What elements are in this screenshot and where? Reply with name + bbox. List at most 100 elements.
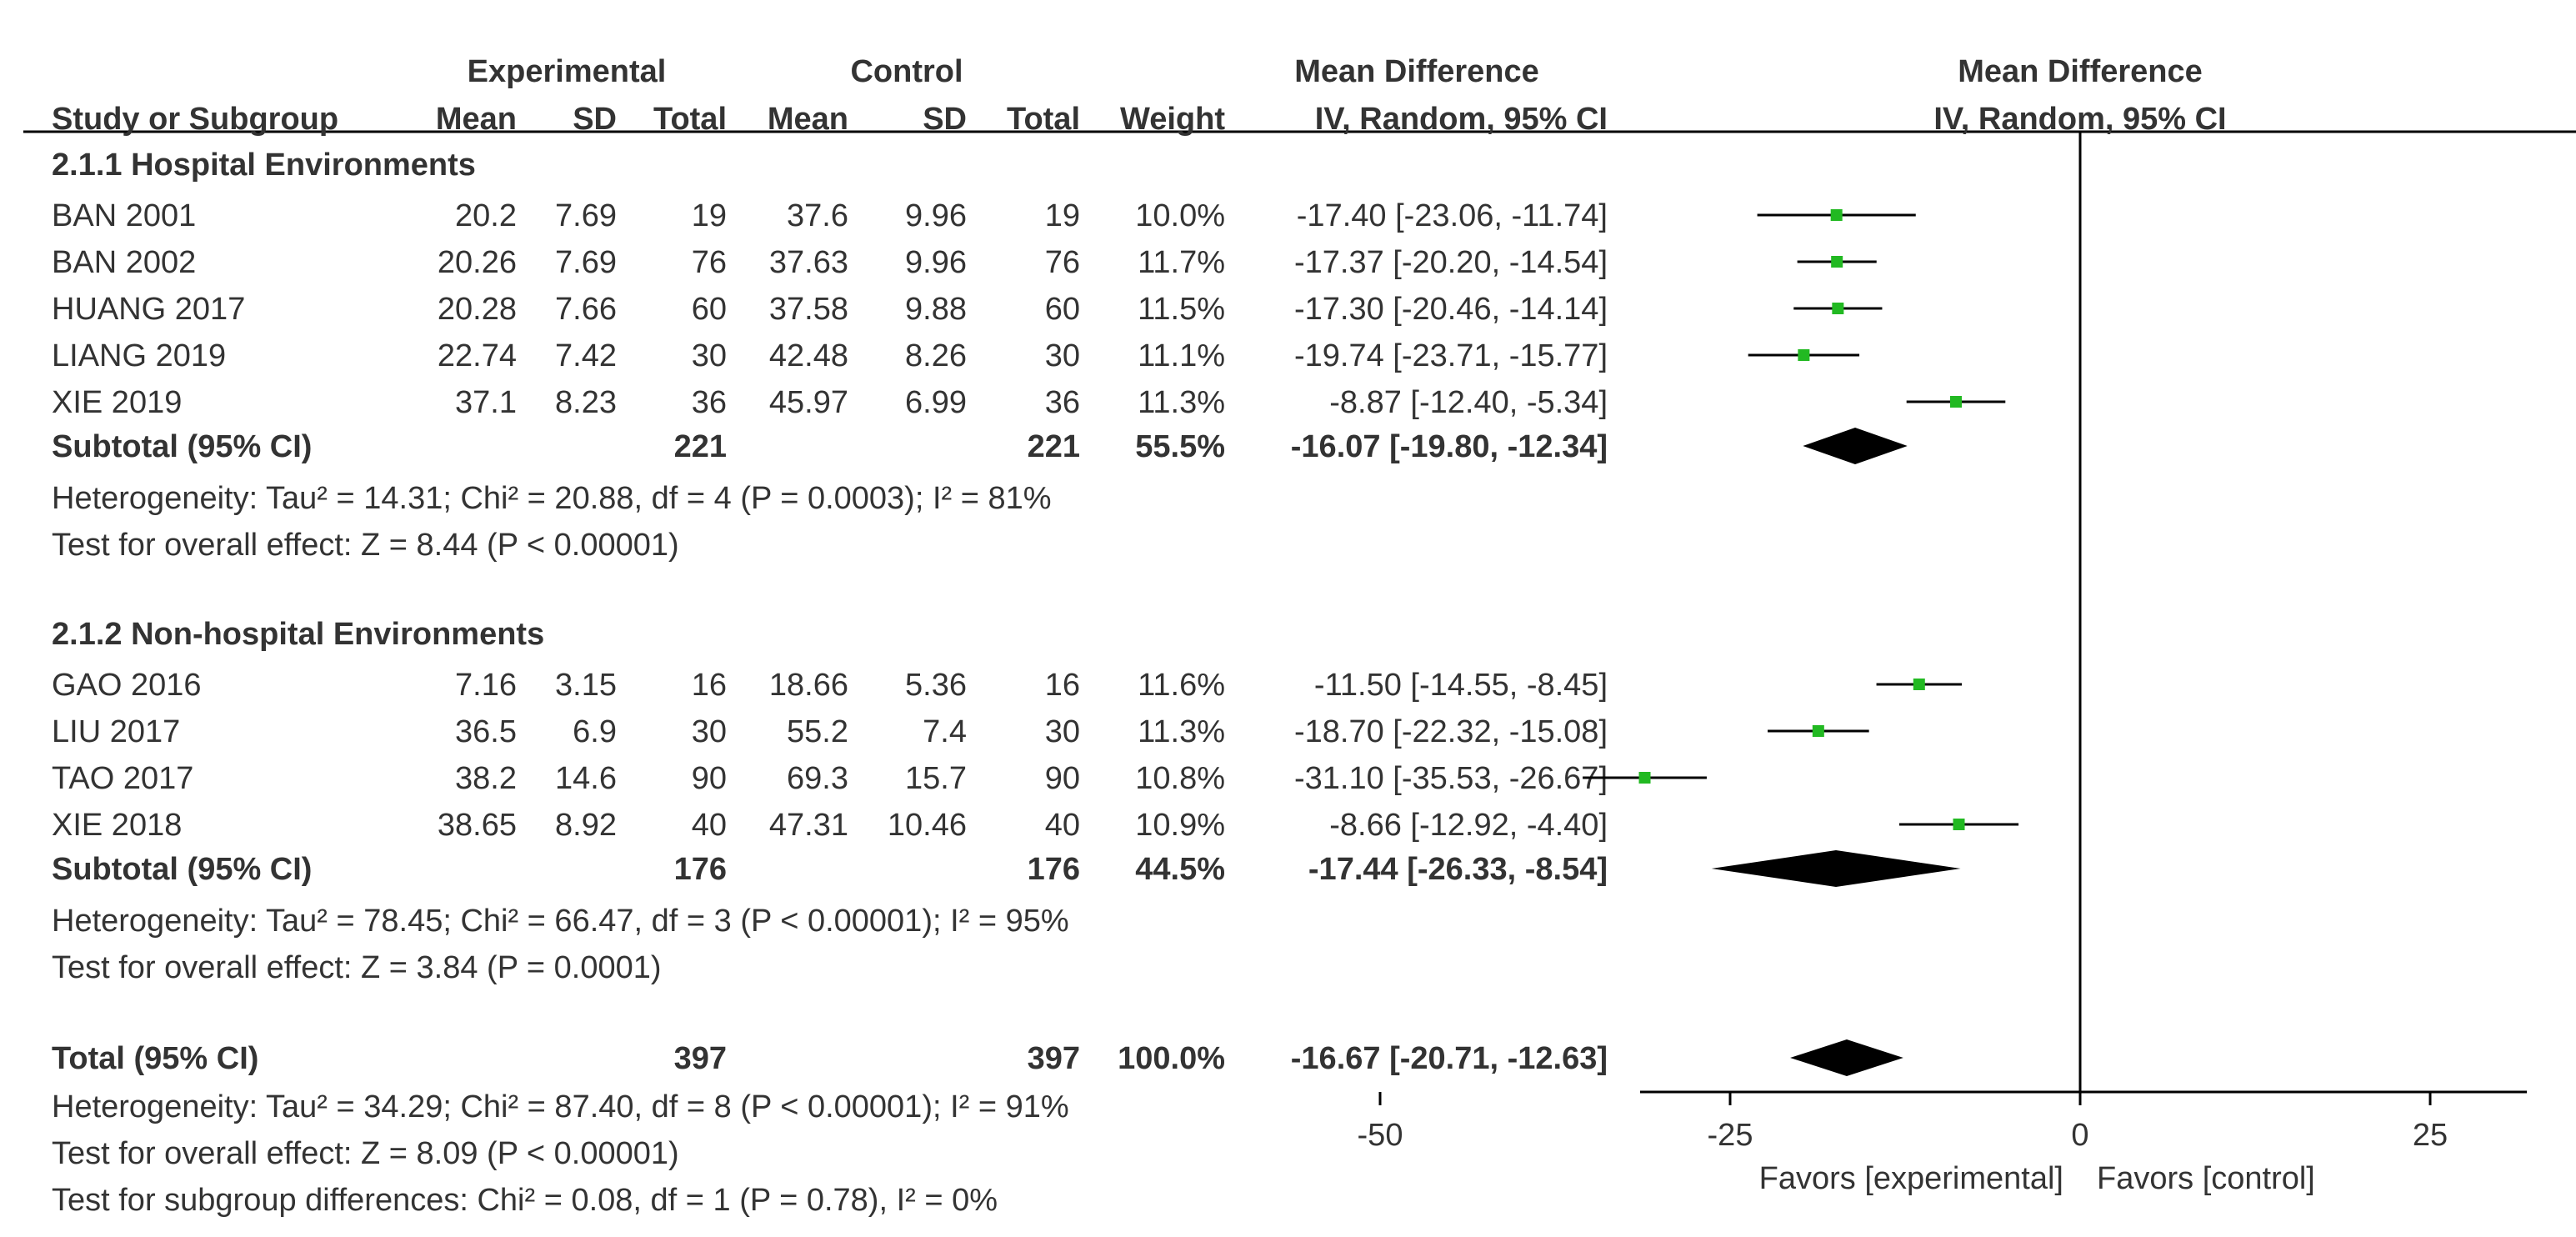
subgroup-differences: Test for subgroup differences: Chi² = 0.…	[52, 1183, 998, 1218]
header-sd-c: SD	[923, 102, 967, 137]
ctrl-total: 40	[1045, 808, 1080, 843]
x-tick-label: 0	[2071, 1118, 2088, 1153]
x-tick-label: -50	[1358, 1118, 1403, 1153]
effect-square	[1812, 725, 1824, 737]
subgroup-1-subtotal-label: Subtotal (95% CI)	[52, 429, 312, 464]
study-weight: 11.3%	[1138, 714, 1225, 749]
exp-sd: 7.66	[555, 292, 617, 327]
exp-mean: 37.1	[455, 385, 517, 420]
ctrl-sd: 7.4	[923, 714, 967, 749]
subgroup-1-subtotal-weight: 55.5%	[1135, 429, 1225, 464]
study-weight: 10.8%	[1135, 761, 1225, 796]
ctrl-mean: 37.63	[769, 245, 848, 280]
exp-mean: 20.28	[438, 292, 517, 327]
subgroup-2-subtotal-diamond	[1711, 850, 1961, 887]
subgroup-2-overall: Test for overall effect: Z = 3.84 (P = 0…	[52, 950, 662, 985]
header-mean-c: Mean	[768, 102, 848, 137]
exp-sd: 7.69	[555, 198, 617, 233]
header-experimental: Experimental	[468, 54, 667, 89]
exp-total: 90	[692, 761, 727, 796]
total-weight: 100.0%	[1118, 1041, 1225, 1076]
header-control: Control	[850, 54, 963, 89]
ctrl-total: 16	[1045, 668, 1080, 703]
study-ci: -18.70 [-22.32, -15.08]	[1294, 714, 1608, 749]
total-ci: -16.67 [-20.71, -12.63]	[1291, 1041, 1608, 1076]
ctrl-mean: 42.48	[769, 338, 848, 373]
study-weight: 11.6%	[1138, 668, 1225, 703]
exp-sd: 6.9	[573, 714, 617, 749]
study-name: XIE 2019	[52, 385, 182, 420]
exp-total: 19	[692, 198, 727, 233]
study-name: TAO 2017	[52, 761, 193, 796]
study-name: LIANG 2019	[52, 338, 226, 373]
ctrl-mean: 37.58	[769, 292, 848, 327]
exp-total: 30	[692, 338, 727, 373]
exp-total: 16	[692, 668, 727, 703]
header-total-e: Total	[653, 102, 727, 137]
ctrl-sd: 9.88	[905, 292, 967, 327]
ctrl-mean: 69.3	[787, 761, 848, 796]
study-ci: -31.10 [-35.53, -26.67]	[1294, 761, 1608, 796]
ctrl-sd: 10.46	[888, 808, 967, 843]
exp-mean: 38.65	[438, 808, 517, 843]
exp-sd: 7.69	[555, 245, 617, 280]
ctrl-total: 30	[1045, 338, 1080, 373]
subgroup-2-subtotal-weight: 44.5%	[1135, 852, 1225, 887]
effect-square	[1913, 679, 1925, 690]
exp-sd: 3.15	[555, 668, 617, 703]
total-overall: Test for overall effect: Z = 8.09 (P < 0…	[52, 1136, 679, 1171]
ctrl-mean: 45.97	[769, 385, 848, 420]
exp-total: 40	[692, 808, 727, 843]
study-weight: 11.7%	[1138, 245, 1225, 280]
ctrl-mean: 47.31	[769, 808, 848, 843]
study-weight: 11.3%	[1138, 385, 1225, 420]
ctrl-total: 19	[1045, 198, 1080, 233]
exp-sd: 14.6	[555, 761, 617, 796]
study-name: LIU 2017	[52, 714, 180, 749]
study-weight: 11.1%	[1138, 338, 1225, 373]
ctrl-total: 30	[1045, 714, 1080, 749]
ctrl-sd: 6.99	[905, 385, 967, 420]
study-ci: -17.30 [-20.46, -14.14]	[1294, 292, 1608, 327]
ctrl-mean: 18.66	[769, 668, 848, 703]
exp-total: 76	[692, 245, 727, 280]
x-tick-label: -25	[1708, 1118, 1753, 1153]
study-name: BAN 2001	[52, 198, 196, 233]
study-ci: -8.87 [-12.40, -5.34]	[1329, 385, 1608, 420]
subgroup-2-heterogeneity: Heterogeneity: Tau² = 78.45; Chi² = 66.4…	[52, 904, 1069, 939]
ctrl-total: 60	[1045, 292, 1080, 327]
ctrl-mean: 55.2	[787, 714, 848, 749]
study-name: XIE 2018	[52, 808, 182, 843]
header-study: Study or Subgroup	[52, 102, 338, 137]
study-name: HUANG 2017	[52, 292, 245, 327]
subgroup-2-subtotal-exp-total: 176	[674, 852, 727, 887]
header-md-method: IV, Random, 95% CI	[1315, 102, 1608, 137]
study-ci: -19.74 [-23.71, -15.77]	[1294, 338, 1608, 373]
exp-total: 30	[692, 714, 727, 749]
subgroup-1-title: 2.1.1 Hospital Environments	[52, 148, 476, 183]
header-weight: Weight	[1120, 102, 1225, 137]
ctrl-sd: 9.96	[905, 198, 967, 233]
favors-control: Favors [control]	[2097, 1161, 2315, 1196]
ctrl-sd: 8.26	[905, 338, 967, 373]
exp-mean: 22.74	[438, 338, 517, 373]
study-ci: -17.40 [-23.06, -11.74]	[1297, 198, 1608, 233]
exp-mean: 20.26	[438, 245, 517, 280]
exp-sd: 7.42	[555, 338, 617, 373]
study-ci: -17.37 [-20.20, -14.54]	[1294, 245, 1608, 280]
subgroup-2-title: 2.1.2 Non-hospital Environments	[52, 617, 544, 652]
ctrl-sd: 5.36	[905, 668, 967, 703]
header-plot-title: Mean Difference	[1958, 54, 2203, 89]
header-md-title: Mean Difference	[1294, 54, 1539, 89]
favors-experimental: Favors [experimental]	[1759, 1161, 2063, 1196]
ctrl-sd: 15.7	[905, 761, 967, 796]
total-heterogeneity: Heterogeneity: Tau² = 34.29; Chi² = 87.4…	[52, 1089, 1069, 1124]
ctrl-total: 36	[1045, 385, 1080, 420]
study-weight: 10.9%	[1135, 808, 1225, 843]
effect-square	[1953, 819, 1965, 830]
subgroup-1-subtotal-ci: -16.07 [-19.80, -12.34]	[1291, 429, 1608, 464]
effect-square	[1832, 303, 1844, 314]
total-exp-total: 397	[674, 1041, 727, 1076]
subgroup-2-subtotal-ci: -17.44 [-26.33, -8.54]	[1308, 852, 1608, 887]
